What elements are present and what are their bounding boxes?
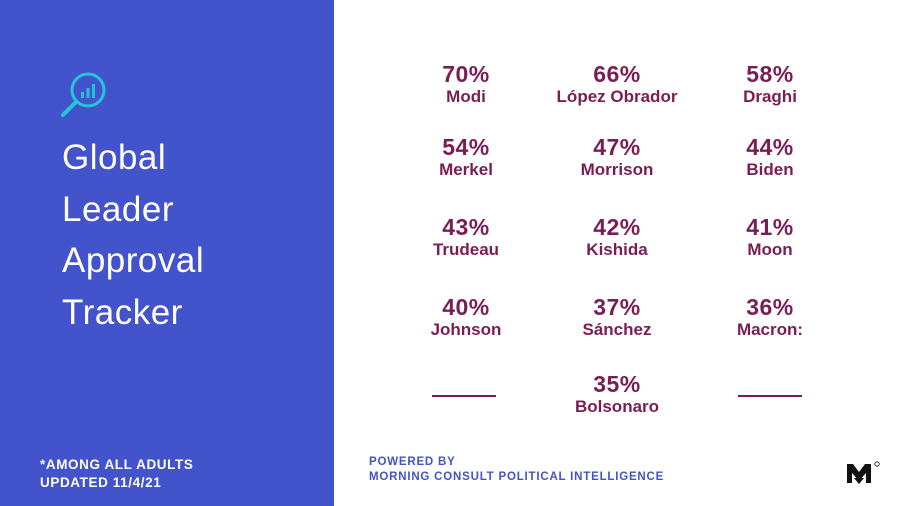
approval-value: 35% xyxy=(593,371,641,397)
leader-item-johnson: 40% Johnson xyxy=(376,295,556,341)
footnote-updated: UPDATED 11/4/21 xyxy=(40,475,162,490)
approval-value: 58% xyxy=(746,61,794,87)
placeholder-dash xyxy=(432,395,496,397)
search-chart-icon xyxy=(61,72,106,117)
powered-by-label: POWERED BY xyxy=(369,456,456,468)
leader-item-lopez-obrador: 66% López Obrador xyxy=(527,62,707,108)
leader-name: Biden xyxy=(746,160,794,179)
approval-value: 36% xyxy=(746,294,794,320)
approval-value: 47% xyxy=(593,134,641,160)
footnote-adults: *AMONG ALL ADULTS xyxy=(40,457,194,472)
leader-name: Macron: xyxy=(736,320,804,339)
title-line: Global xyxy=(62,138,167,177)
leader-name: Sánchez xyxy=(582,320,652,339)
leader-name: Morrison xyxy=(580,160,654,179)
leader-item-bolsonaro: 35% Bolsonaro xyxy=(527,372,707,418)
approval-value: 37% xyxy=(593,294,641,320)
powered-by-source: MORNING CONSULT POLITICAL INTELLIGENCE xyxy=(369,471,665,483)
leader-name: Moon xyxy=(747,240,793,259)
approval-value: 40% xyxy=(442,294,490,320)
approval-value: 44% xyxy=(746,134,794,160)
leader-name: Kishida xyxy=(586,240,648,259)
title-line: Tracker xyxy=(62,292,183,332)
approval-value: 66% xyxy=(593,61,641,87)
leader-item-kishida: 42% Kishida xyxy=(527,215,707,261)
leader-name: Merkel xyxy=(439,160,493,179)
leader-item-morrison: 47% Morrison xyxy=(527,135,707,181)
approval-value: 42% xyxy=(593,214,641,240)
approval-value: 54% xyxy=(442,134,490,160)
powered-by: POWERED BY MORNING CONSULT POLITICAL INT… xyxy=(369,455,664,485)
leader-name: Modi xyxy=(446,87,486,106)
leader-name: Bolsonaro xyxy=(574,397,660,416)
leader-item-trudeau: 43% Trudeau xyxy=(376,215,556,261)
leader-name: Johnson xyxy=(430,320,502,339)
left-panel: Global Leader Approval Tracker *AMONG AL… xyxy=(0,0,334,506)
leader-item-modi: 70% Modi xyxy=(376,62,556,108)
page-title: Global Leader Approval Tracker xyxy=(62,132,204,338)
footnote: *AMONG ALL ADULTS UPDATED 11/4/21 xyxy=(40,456,193,492)
leader-item-biden: 44% Biden xyxy=(680,135,860,181)
leader-item-macron: 36% Macron: xyxy=(680,295,860,341)
title-line: Approval xyxy=(62,241,205,280)
morning-consult-logo xyxy=(847,461,880,484)
leader-item-merkel: 54% Merkel xyxy=(376,135,556,181)
leader-item-sanchez: 37% Sánchez xyxy=(527,295,707,341)
leader-name: Draghi xyxy=(743,87,797,106)
leader-name: Trudeau xyxy=(432,240,500,259)
approval-value: 43% xyxy=(442,214,490,240)
approval-value: 70% xyxy=(442,61,490,87)
leader-name: López Obrador xyxy=(556,87,678,106)
leader-item-moon: 41% Moon xyxy=(680,215,860,261)
leader-item-draghi: 58% Draghi xyxy=(680,62,860,108)
placeholder-dash xyxy=(738,395,802,397)
approval-value: 41% xyxy=(746,214,794,240)
approval-grid: 70% Modi 66% López Obrador 58% Draghi 54… xyxy=(334,0,900,440)
title-line: Leader xyxy=(62,189,174,229)
